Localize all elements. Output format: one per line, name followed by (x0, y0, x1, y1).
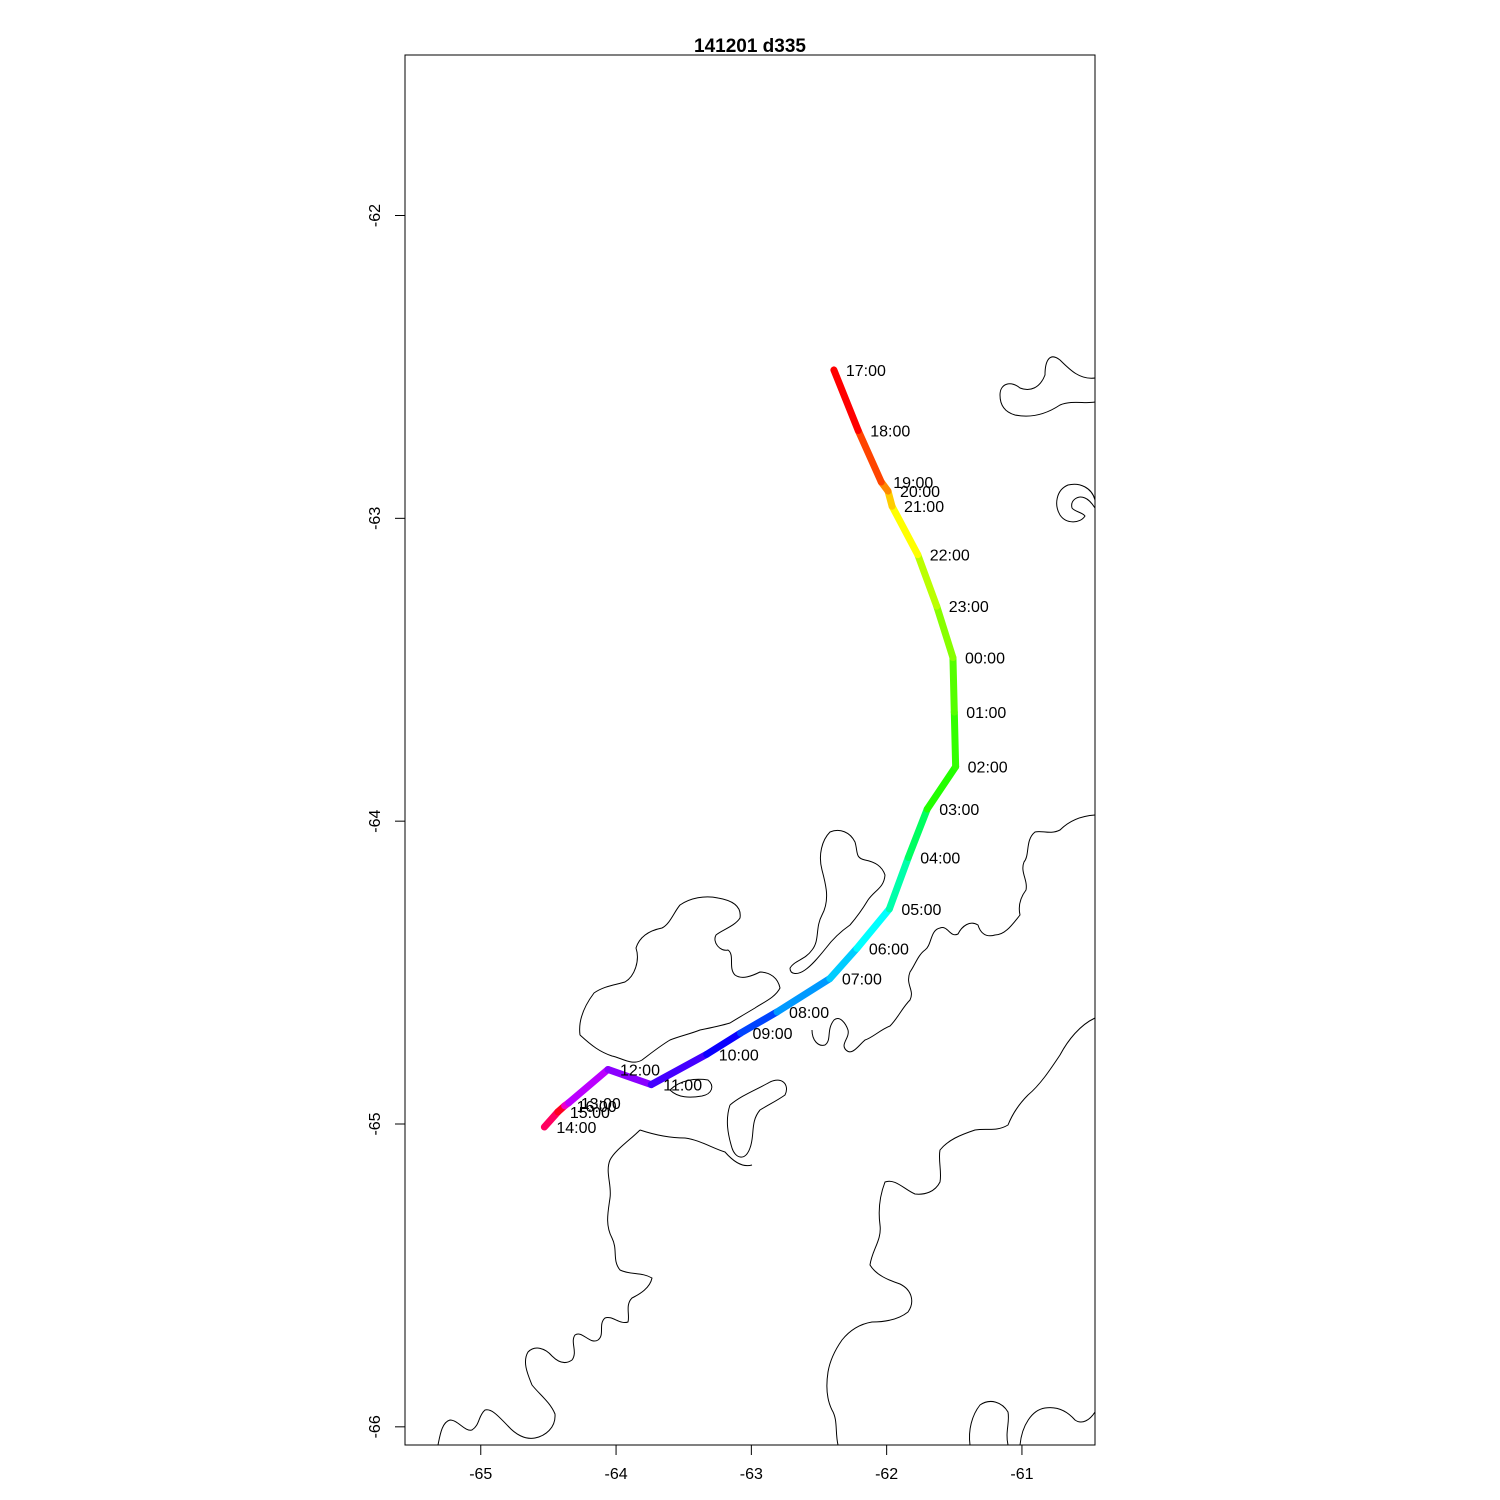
track-time-label: 23:00 (949, 599, 989, 616)
map-title: 141201 d335 (694, 36, 806, 57)
coastline-southeast-coast (969, 1401, 1009, 1446)
track-time-label: 11:00 (663, 1078, 702, 1095)
coastline-peninsula-east (811, 814, 1096, 1053)
track-time-label: 01:00 (966, 705, 1006, 722)
track-segment (826, 944, 861, 983)
y-tick-label: -62 (367, 204, 384, 227)
track-segment (914, 551, 941, 610)
track-segment (773, 975, 834, 1016)
track-time-label: 04:00 (920, 851, 960, 868)
ship-track (540, 366, 960, 1131)
track-time-label: 03:00 (939, 802, 979, 819)
track-segment (949, 654, 958, 716)
track-segment (737, 1008, 781, 1037)
track-time-label: 18:00 (870, 424, 910, 441)
track-time-label: 19:00 (893, 475, 933, 492)
track-segment (830, 366, 862, 435)
track-time-label: 20:00 (900, 484, 940, 501)
track-time-label: 16:00 (577, 1099, 617, 1116)
track-time-label: 08:00 (789, 1005, 829, 1022)
track-time-label: 13:00 (581, 1096, 621, 1113)
track-time-label: 06:00 (869, 941, 909, 958)
track-time-label: 05:00 (901, 902, 941, 919)
y-axis: -62 -63 -64 -65 -66 (367, 204, 406, 1438)
track-segment (604, 1065, 655, 1089)
track-segment (904, 805, 931, 862)
coastline-northeast-island (999, 356, 1096, 417)
track-segment (853, 905, 893, 952)
coastline-southeast-islet-2 (1019, 1407, 1096, 1446)
track-time-label: 09:00 (753, 1026, 793, 1043)
track-time-label: 12:00 (620, 1062, 660, 1079)
y-tick-label: -65 (367, 1112, 384, 1135)
coastline-hook-island (1056, 483, 1096, 523)
x-tick-label: -61 (1010, 1466, 1033, 1483)
track-segment (565, 1065, 612, 1107)
coastline-mainland-west (437, 1129, 653, 1446)
x-tick-label: -64 (604, 1466, 627, 1483)
y-tick-label: -63 (367, 507, 384, 530)
track-time-label: 00:00 (965, 651, 1005, 668)
x-tick-label: -63 (740, 1466, 763, 1483)
x-axis: -65 -64 -63 -62 -61 (469, 1444, 1034, 1483)
coastlines (437, 356, 1096, 1446)
coastline-mainland-north (639, 1129, 753, 1167)
track-segment (950, 708, 960, 771)
track-segment (854, 427, 885, 486)
track-segment (885, 854, 912, 913)
track-time-label: 15:00 (570, 1105, 610, 1122)
track-segment (888, 502, 922, 559)
coastline-southeast-islet (726, 1079, 787, 1158)
track-time-label: 21:00 (904, 499, 944, 516)
x-tick-label: -65 (469, 1466, 492, 1483)
track-time-label: 17:00 (846, 363, 886, 380)
track-time-label: 02:00 (968, 760, 1008, 777)
track-time-label: 22:00 (930, 548, 970, 565)
track-segment (703, 1029, 745, 1058)
track-time-label: 07:00 (842, 972, 882, 989)
track-segment (647, 1050, 711, 1089)
track-segment (933, 602, 957, 662)
y-tick-label: -66 (367, 1415, 384, 1438)
coastline-southern-islet (669, 1078, 713, 1098)
track-time-label: 14:00 (556, 1120, 596, 1137)
coastline-western-island (579, 896, 781, 1063)
coastline-mainland-east (826, 1017, 1096, 1446)
track-segment (923, 763, 960, 813)
track-time-label: 10:00 (719, 1047, 759, 1064)
y-tick-label: -64 (367, 810, 384, 833)
x-tick-label: -62 (875, 1466, 898, 1483)
coastline-central-island (789, 829, 886, 974)
